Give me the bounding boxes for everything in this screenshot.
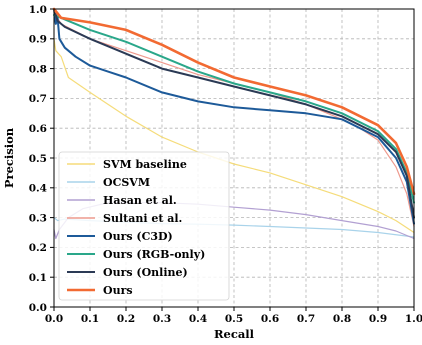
legend-label: Ours (Online) — [103, 266, 188, 279]
x-tick-label: 0.4 — [189, 313, 207, 325]
x-tick-label: 0.1 — [81, 313, 99, 325]
legend-label: Ours (RGB-only) — [103, 248, 205, 261]
y-tick-label: 0.7 — [29, 93, 47, 105]
y-tick-label: 0.0 — [29, 302, 47, 314]
y-tick-label: 0.1 — [29, 272, 47, 284]
y-axis-title: Precision — [2, 127, 16, 188]
legend-label: OCSVM — [103, 176, 150, 189]
y-tick-label: 0.9 — [29, 34, 47, 46]
x-axis-ticks: 0.0 0.1 0.2 0.3 0.4 0.5 0.6 0.7 0.8 0.9 1.0 — [45, 307, 422, 325]
x-tick-label: 0.9 — [369, 313, 387, 325]
series-line-ours-rgb-only — [53, 14, 415, 204]
y-tick-label: 1.0 — [29, 4, 47, 16]
grid — [54, 9, 414, 307]
legend-box — [58, 151, 230, 301]
x-tick-label: 1.0 — [405, 313, 422, 325]
y-tick-label: 0.2 — [29, 242, 47, 254]
x-tick-label: 0.6 — [261, 313, 279, 325]
y-tick-label: 0.5 — [29, 153, 47, 165]
y-tick-label: 0.8 — [29, 63, 47, 75]
legend-label: SVM baseline — [103, 158, 187, 171]
x-tick-label: 0.8 — [333, 313, 351, 325]
legend-label: Sultani et al. — [103, 212, 182, 225]
legend-label: Hasan et al. — [103, 194, 177, 207]
x-tick-label: 0.3 — [153, 313, 171, 325]
y-tick-label: 0.4 — [29, 183, 47, 195]
legend-label: Ours — [103, 284, 133, 297]
x-tick-label: 0.0 — [45, 313, 63, 325]
legend-label: Ours (C3D) — [103, 230, 173, 243]
series-line-ours — [52, 7, 416, 196]
series-line-ours-online — [53, 8, 415, 219]
y-tick-label: 0.6 — [29, 123, 47, 135]
x-tick-label: 0.5 — [225, 313, 243, 325]
y-tick-label: 0.3 — [29, 212, 47, 224]
series-line-ours-c3d — [53, 8, 415, 225]
legend: SVM baseline OCSVM Hasan et al. Sultani et … — [58, 151, 230, 301]
y-axis-ticks: 0.0 0.1 0.2 0.3 0.4 0.5 0.6 0.7 0.8 0.9 1.0 — [29, 4, 54, 314]
x-tick-label: 0.7 — [297, 313, 315, 325]
x-axis-title: Recall — [214, 327, 255, 341]
x-tick-label: 0.2 — [117, 313, 135, 325]
